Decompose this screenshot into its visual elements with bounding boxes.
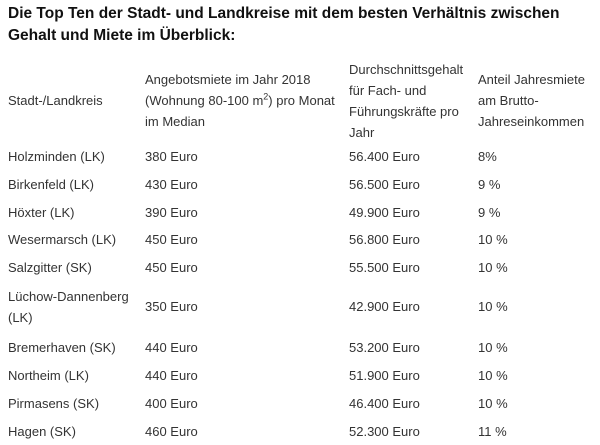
cell-region: Höxter (LK) — [8, 205, 75, 220]
header-region: Stadt-/Landkreis — [8, 93, 103, 108]
cell-salary: 49.900 Euro — [349, 205, 420, 220]
cell-region: Pirmasens (SK) — [8, 396, 100, 411]
cell-share: 10 % — [478, 260, 508, 275]
header-share: Anteil Jahresmiete am Brutto-Jahreseinko… — [478, 72, 585, 129]
cell-salary: 53.200 Euro — [349, 340, 420, 355]
cell-share: 9 % — [478, 205, 501, 220]
cell-region: Birkenfeld (LK) — [8, 177, 94, 192]
cell-rent: 350 Euro — [145, 299, 198, 314]
cell-rent: 450 Euro — [145, 260, 198, 275]
cell-salary: 55.500 Euro — [349, 260, 420, 275]
cell-share: 8% — [478, 149, 497, 164]
cell-region: Bremerhaven (SK) — [8, 340, 116, 355]
cell-rent: 460 Euro — [145, 424, 198, 439]
cell-region: Northeim (LK) — [8, 368, 89, 383]
cell-salary: 42.900 Euro — [349, 299, 420, 314]
cell-salary: 56.500 Euro — [349, 177, 420, 192]
cell-rent: 440 Euro — [145, 368, 198, 383]
cell-rent: 400 Euro — [145, 396, 198, 411]
cell-salary: 52.300 Euro — [349, 424, 420, 439]
header-rent-text-end: ) pro Monat im Median — [145, 93, 335, 129]
header-rent-sup: 2 — [263, 91, 269, 102]
cell-rent: 450 Euro — [145, 232, 198, 247]
cell-salary: 46.400 Euro — [349, 396, 420, 411]
cell-rent: 430 Euro — [145, 177, 198, 192]
cell-region: Lüchow-Dannenberg (LK) — [8, 289, 129, 325]
cell-rent: 390 Euro — [145, 205, 198, 220]
cell-share: 10 % — [478, 368, 508, 383]
cell-region: Salzgitter (SK) — [8, 260, 92, 275]
cell-salary: 56.800 Euro — [349, 232, 420, 247]
cell-region: Holzminden (LK) — [8, 149, 105, 164]
cell-share: 10 % — [478, 299, 508, 314]
cell-region: Wesermarsch (LK) — [8, 232, 117, 247]
header-rent-text: Angebotsmiete im Jahr 2018 (Wohnung 80-1… — [145, 72, 311, 108]
header-rent: Angebotsmiete im Jahr 2018 (Wohnung 80-1… — [145, 69, 345, 132]
cell-share: 10 % — [478, 396, 508, 411]
cell-share: 10 % — [478, 340, 508, 355]
cell-salary: 51.900 Euro — [349, 368, 420, 383]
cell-region: Hagen (SK) — [8, 424, 76, 439]
cell-share: 11 % — [478, 424, 507, 439]
cell-rent: 440 Euro — [145, 340, 198, 355]
page-title: Die Top Ten der Stadt- und Landkreise mi… — [8, 5, 560, 44]
cell-rent: 380 Euro — [145, 149, 198, 164]
cell-share: 9 % — [478, 177, 501, 192]
cell-share: 10 % — [478, 232, 508, 247]
header-salary: Durchschnittsgehalt für Fach- und Führun… — [349, 62, 464, 140]
cell-salary: 56.400 Euro — [349, 149, 420, 164]
